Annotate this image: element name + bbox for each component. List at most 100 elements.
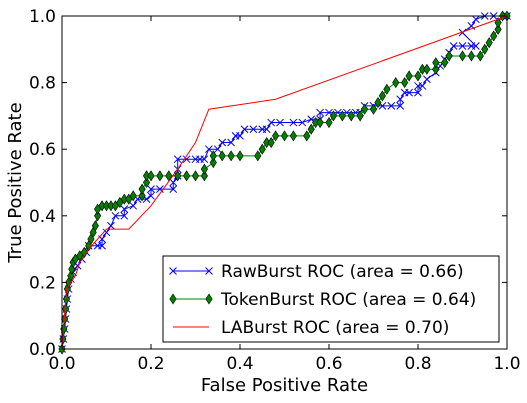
data-point	[183, 170, 191, 182]
data-point	[209, 150, 217, 162]
data-point	[378, 90, 386, 102]
data-point	[347, 110, 355, 122]
legend-label: LABurst ROC (area = 0.70)	[221, 318, 449, 338]
data-point	[387, 102, 396, 110]
series-line-2	[61, 15, 508, 350]
legend-marker	[169, 267, 177, 275]
data-point	[218, 150, 226, 162]
data-point	[276, 118, 284, 127]
data-point	[458, 28, 467, 37]
data-point	[267, 136, 275, 149]
data-point	[392, 77, 400, 89]
data-point	[120, 205, 129, 213]
x-tick-label: 1.0	[493, 354, 520, 374]
y-tick-label: 0.0	[29, 340, 56, 360]
data-point	[200, 163, 208, 175]
data-point	[303, 130, 311, 142]
legend-entry-2: LABurst ROC (area = 0.70)	[173, 318, 449, 338]
data-point	[156, 185, 164, 194]
data-point	[94, 210, 102, 222]
data-point	[356, 110, 364, 122]
legend-entry-1: TokenBurst ROC (area = 0.64)	[169, 290, 476, 310]
data-point	[445, 50, 453, 62]
x-tick-label: 0.4	[226, 354, 253, 374]
data-point	[494, 23, 502, 35]
data-point	[107, 221, 115, 230]
data-point	[298, 118, 307, 127]
data-point	[471, 15, 480, 24]
data-point	[200, 155, 209, 164]
data-point	[325, 117, 333, 129]
legend-marker	[205, 267, 213, 275]
data-point	[338, 110, 346, 122]
data-point	[213, 145, 222, 154]
data-point	[80, 246, 88, 258]
ticks-layer: 0.0 0.2 0.4 0.6 0.8 1.0 0.0 0.2 0.4 0.6 0.8 1.0	[29, 7, 521, 374]
data-point	[138, 183, 146, 195]
data-point	[396, 102, 405, 110]
data-point	[280, 130, 289, 142]
data-point	[142, 176, 151, 189]
y-tick-label: 1.0	[29, 7, 56, 27]
data-point	[471, 42, 480, 50]
series-1	[58, 10, 511, 355]
data-point	[418, 82, 427, 90]
data-point	[174, 170, 182, 182]
data-point	[191, 170, 200, 182]
data-point	[169, 178, 178, 187]
data-point	[147, 191, 155, 200]
data-point	[432, 57, 440, 69]
data-point	[173, 155, 182, 164]
data-point	[98, 241, 106, 250]
data-point	[254, 150, 262, 162]
data-point	[396, 95, 405, 104]
data-point	[156, 170, 164, 182]
data-point	[236, 150, 244, 162]
x-tick-label: 0.2	[137, 354, 164, 374]
data-point	[218, 138, 227, 147]
data-point	[272, 130, 280, 142]
legend-marker	[169, 293, 177, 305]
data-point	[147, 170, 155, 182]
data-point	[200, 170, 208, 182]
legend-box	[162, 255, 500, 343]
data-point	[120, 211, 129, 220]
data-point	[481, 43, 489, 55]
y-tick-label: 0.8	[29, 74, 56, 94]
legend-entry-0: RawBurst ROC (area = 0.66)	[169, 262, 464, 282]
data-point	[289, 118, 298, 127]
y-tick-label: 0.6	[29, 140, 56, 160]
data-point	[316, 108, 324, 117]
data-point	[414, 70, 422, 82]
x-tick-label: 0.8	[404, 354, 431, 374]
data-point	[91, 220, 99, 232]
data-point	[138, 190, 146, 202]
data-point	[62, 293, 71, 305]
data-point	[289, 130, 297, 142]
data-point	[316, 117, 324, 129]
y-axis-label: True Positive Rate	[5, 102, 26, 263]
data-point	[62, 303, 70, 315]
data-point	[441, 57, 449, 69]
data-point	[467, 50, 475, 62]
data-point	[147, 185, 155, 194]
data-point	[236, 132, 244, 140]
data-point	[129, 190, 137, 202]
y-tick-label: 0.2	[29, 273, 56, 293]
data-point	[240, 125, 249, 134]
data-point	[258, 143, 266, 155]
x-axis-label: False Positive Rate	[201, 375, 368, 396]
data-point	[227, 138, 235, 147]
data-point	[102, 228, 111, 237]
data-point	[129, 201, 138, 210]
y-tick-label: 0.4	[29, 207, 56, 227]
series-layer	[58, 10, 511, 355]
data-point	[458, 50, 467, 62]
data-point	[361, 103, 369, 115]
data-point	[423, 63, 431, 75]
data-point	[432, 63, 440, 75]
x-tick-label: 0.6	[315, 354, 342, 374]
plot-frame	[61, 15, 508, 350]
